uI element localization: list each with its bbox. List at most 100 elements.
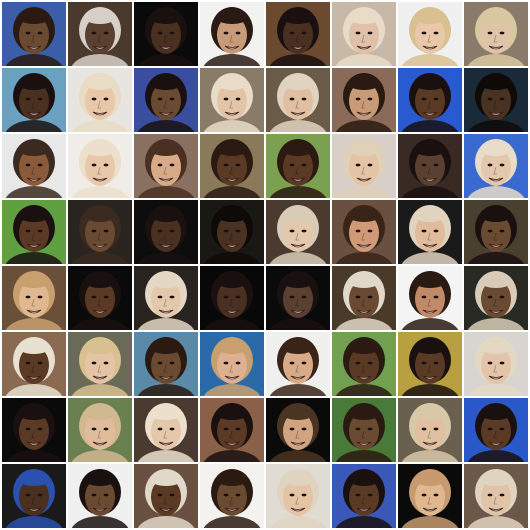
face-image (398, 134, 462, 198)
face-image (266, 2, 330, 66)
face-image (200, 68, 264, 132)
face-tile (266, 2, 330, 66)
face-image (2, 332, 66, 396)
face-image (134, 398, 198, 462)
face-image (266, 200, 330, 264)
face-tile (2, 398, 66, 462)
face-image (398, 266, 462, 330)
face-image (134, 134, 198, 198)
face-tile (266, 398, 330, 462)
face-image (134, 266, 198, 330)
face-image (332, 266, 396, 330)
face-tile (68, 134, 132, 198)
face-image (464, 2, 528, 66)
face-image (68, 464, 132, 528)
face-image (68, 266, 132, 330)
face-tile (398, 2, 462, 66)
face-image (464, 134, 528, 198)
face-image (398, 2, 462, 66)
face-image (2, 398, 66, 462)
face-image (68, 134, 132, 198)
face-image (266, 464, 330, 528)
face-tile (398, 464, 462, 528)
face-tile (464, 332, 528, 396)
face-tile (200, 2, 264, 66)
face-image (134, 2, 198, 66)
face-tile (464, 266, 528, 330)
face-tile (200, 68, 264, 132)
face-image (134, 332, 198, 396)
face-image (464, 200, 528, 264)
face-image (200, 332, 264, 396)
face-image (68, 332, 132, 396)
face-tile (332, 68, 396, 132)
face-image (200, 134, 264, 198)
face-image (332, 200, 396, 264)
face-tile (2, 134, 66, 198)
face-tile (134, 68, 198, 132)
face-image (2, 134, 66, 198)
face-image (464, 398, 528, 462)
face-tile (266, 68, 330, 132)
face-tile (68, 266, 132, 330)
face-tile (266, 134, 330, 198)
face-image (398, 200, 462, 264)
face-image (200, 266, 264, 330)
face-image (2, 464, 66, 528)
face-image (2, 200, 66, 264)
face-tile (134, 2, 198, 66)
face-tile (266, 200, 330, 264)
face-image (200, 398, 264, 462)
face-tile (398, 200, 462, 264)
face-image (332, 134, 396, 198)
face-tile (398, 332, 462, 396)
face-image (332, 68, 396, 132)
face-tile (200, 266, 264, 330)
face-tile (2, 2, 66, 66)
face-tile (464, 2, 528, 66)
face-tile (2, 68, 66, 132)
face-image (2, 266, 66, 330)
face-image (200, 2, 264, 66)
face-tile (134, 200, 198, 264)
face-tile (200, 332, 264, 396)
face-tile (266, 464, 330, 528)
face-image (134, 464, 198, 528)
face-tile (332, 332, 396, 396)
face-tile (68, 332, 132, 396)
face-image (68, 200, 132, 264)
face-image (464, 332, 528, 396)
face-image (266, 332, 330, 396)
face-image (398, 332, 462, 396)
face-image (266, 68, 330, 132)
face-tile (464, 134, 528, 198)
face-tile (200, 134, 264, 198)
face-image (266, 266, 330, 330)
face-image (398, 464, 462, 528)
face-tile (332, 464, 396, 528)
face-image (68, 398, 132, 462)
face-tile (134, 332, 198, 396)
face-tile (2, 266, 66, 330)
face-image (266, 134, 330, 198)
face-tile (332, 200, 396, 264)
face-tile (134, 398, 198, 462)
face-image (332, 2, 396, 66)
face-tile (2, 200, 66, 264)
face-tile (398, 134, 462, 198)
face-image (464, 266, 528, 330)
face-tile (266, 266, 330, 330)
face-tile (332, 2, 396, 66)
face-tile (332, 266, 396, 330)
face-tile (332, 134, 396, 198)
face-tile (332, 398, 396, 462)
face-image (266, 398, 330, 462)
face-tile (464, 200, 528, 264)
face-tile (398, 398, 462, 462)
face-image (2, 68, 66, 132)
face-image (332, 398, 396, 462)
face-tile (398, 266, 462, 330)
face-tile (200, 200, 264, 264)
face-tile (68, 2, 132, 66)
